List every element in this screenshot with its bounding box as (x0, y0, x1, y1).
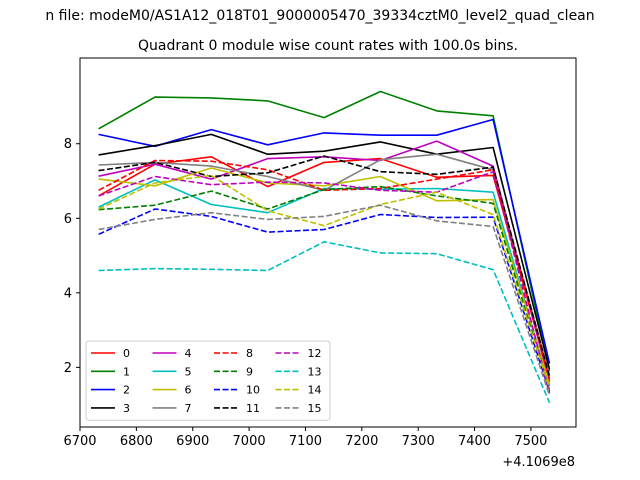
series-line-9 (98, 185, 551, 390)
legend-label-8: 8 (246, 347, 253, 360)
legend-box (85, 340, 331, 421)
legend-label-4: 4 (185, 347, 192, 360)
legend-label-6: 6 (185, 384, 192, 397)
legend-label-5: 5 (185, 365, 192, 378)
series-layer (98, 90, 551, 404)
y-tick-label: 6 (64, 212, 72, 227)
legend-label-11: 11 (246, 402, 260, 415)
series-line-1 (98, 90, 551, 372)
chart-title: Quadrant 0 module wise count rates with … (138, 38, 518, 54)
legend-label-1: 1 (123, 365, 130, 378)
x-tick-label: 7200 (345, 434, 378, 449)
series-line-11 (98, 155, 551, 377)
legend-label-7: 7 (185, 402, 192, 415)
series-line-0 (98, 156, 551, 379)
legend-label-2: 2 (123, 384, 130, 397)
y-tick-label: 2 (64, 361, 72, 376)
legend-label-0: 0 (123, 347, 130, 360)
legend-label-13: 13 (308, 365, 322, 378)
x-tick-label: 7500 (514, 434, 547, 449)
legend-label-15: 15 (308, 402, 322, 415)
series-line-14 (98, 174, 551, 389)
series-line-2 (98, 118, 551, 364)
series-line-13 (98, 241, 551, 404)
figure-suptitle: n file: modeM0/AS1A12_018T01_9000005470_… (45, 8, 594, 24)
x-tick-label: 7300 (402, 434, 435, 449)
x-tick-label: 7400 (458, 434, 491, 449)
series-line-5 (98, 179, 551, 387)
y-tick-label: 8 (64, 137, 72, 152)
legend-label-10: 10 (246, 384, 260, 397)
series-line-12 (98, 170, 551, 394)
series-line-10 (98, 208, 551, 392)
x-tick-label: 6700 (63, 434, 96, 449)
x-tick-label: 7100 (289, 434, 322, 449)
y-axis: 2 4 6 8 (64, 137, 80, 376)
y-tick-label: 4 (64, 286, 72, 301)
x-axis-offset-label: +4.1069e8 (502, 455, 575, 470)
legend-label-14: 14 (308, 384, 322, 397)
x-tick-label: 6900 (176, 434, 209, 449)
x-tick-label: 6800 (120, 434, 153, 449)
legend-label-3: 3 (123, 402, 130, 415)
legend-label-12: 12 (308, 347, 322, 360)
x-axis: 6700 6800 6900 7000 7100 7200 7300 7400 7500 (63, 427, 547, 449)
legend-label-9: 9 (246, 365, 253, 378)
series-line-3 (98, 133, 551, 370)
x-tick-label: 7000 (233, 434, 266, 449)
